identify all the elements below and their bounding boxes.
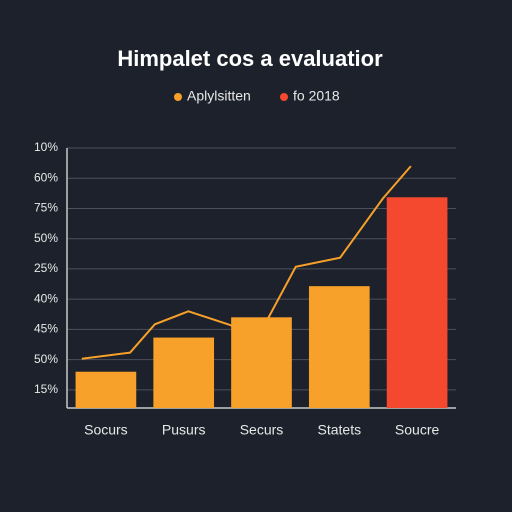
x-tick-label: Statets [318, 422, 362, 438]
legend-marker [174, 93, 182, 101]
bar [75, 371, 137, 408]
bar [386, 197, 448, 408]
x-tick-label: Pusurs [162, 422, 206, 438]
x-tick-label: Socurs [84, 422, 128, 438]
trend-line [81, 165, 412, 360]
bar [153, 337, 215, 408]
y-tick-label: 50% [34, 231, 58, 245]
legend-label: fo 2018 [293, 88, 340, 104]
legend-marker [280, 93, 288, 101]
y-tick-label: 40% [34, 291, 58, 305]
x-tick-label: Soucre [395, 422, 440, 438]
bar [308, 286, 370, 408]
x-tick-label: Securs [240, 422, 284, 438]
legend-label: Aplylsitten [187, 88, 251, 104]
chart-title: Himpalet cos a evaluatior [117, 46, 383, 71]
y-tick-label: 60% [34, 170, 58, 184]
y-tick-label: 75% [34, 201, 58, 215]
y-tick-label: 50% [34, 352, 58, 366]
y-tick-label: 45% [34, 322, 58, 336]
y-tick-label: 25% [34, 261, 58, 275]
y-tick-label: 15% [34, 382, 58, 396]
y-tick-label: 10% [34, 140, 58, 154]
